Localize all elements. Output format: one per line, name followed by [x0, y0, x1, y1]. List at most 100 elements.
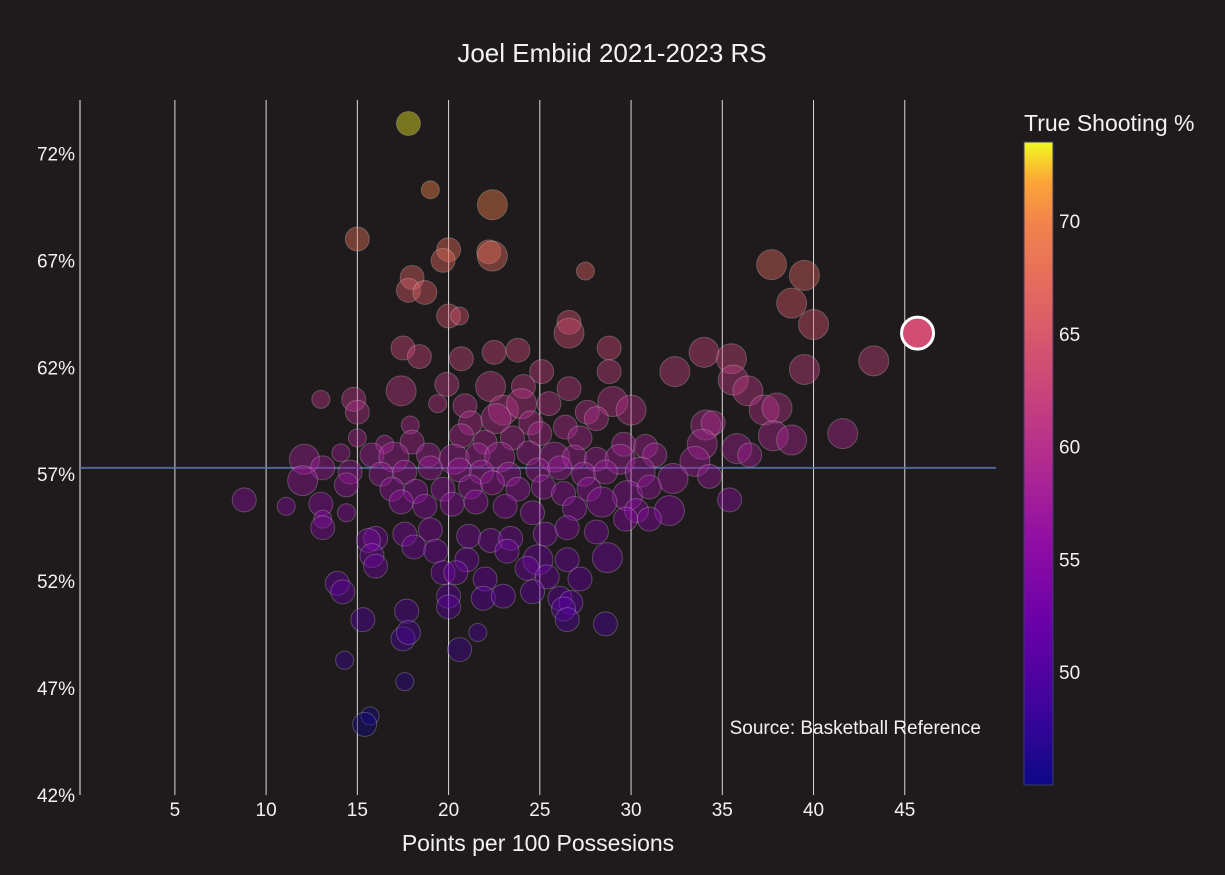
data-point: [492, 493, 518, 519]
data-point: [761, 392, 793, 424]
data-point: [360, 706, 380, 726]
data-point: [498, 525, 524, 551]
data-point: [571, 461, 597, 487]
data-point: [697, 463, 723, 489]
x-tick-label: 45: [894, 800, 915, 821]
data-point: [341, 386, 367, 412]
data-point: [532, 521, 558, 547]
data-point: [530, 474, 556, 500]
data-point: [310, 515, 336, 541]
y-tick-label: 47%: [37, 679, 75, 700]
data-point: [476, 239, 502, 265]
data-point: [611, 431, 637, 457]
data-point: [375, 434, 395, 454]
data-point: [355, 528, 381, 554]
data-point: [287, 465, 319, 497]
data-point: [700, 410, 726, 436]
colorbar: True Shooting % 50 55 60 65 70: [1023, 110, 1194, 786]
data-point: [520, 579, 546, 605]
data-point: [463, 489, 489, 515]
colorbar-tick-label: 50: [1059, 663, 1080, 684]
data-point: [313, 509, 333, 529]
data-point: [613, 506, 639, 532]
data-point: [596, 335, 622, 361]
data-point: [717, 364, 749, 396]
data-point: [567, 425, 593, 451]
data-point: [436, 594, 462, 620]
data-point: [395, 672, 415, 692]
data-point: [344, 399, 370, 425]
data-point: [475, 371, 507, 403]
data-point: [657, 463, 689, 495]
data-point: [452, 393, 478, 419]
data-point: [583, 446, 609, 472]
data-point: [352, 711, 378, 737]
data-point: [737, 442, 763, 468]
data-point: [536, 391, 562, 417]
chart-title: Joel Embiid 2021-2023 RS: [457, 38, 766, 68]
data-point: [788, 259, 820, 291]
points-layer: [231, 111, 890, 737]
data-point: [527, 421, 553, 447]
data-point: [434, 371, 460, 397]
data-point: [448, 346, 474, 372]
data-point: [401, 534, 427, 560]
x-tick-labels: 5 10 15 20 25 30 35 40 45: [170, 800, 916, 821]
x-tick-label: 10: [256, 800, 277, 821]
data-point: [363, 525, 389, 551]
data-point: [636, 474, 662, 500]
data-point: [567, 566, 593, 592]
data-point: [721, 433, 753, 465]
data-point: [450, 306, 470, 326]
data-point: [350, 607, 376, 633]
data-point: [615, 394, 647, 426]
data-point: [690, 409, 722, 441]
data-point: [858, 345, 890, 377]
data-point: [368, 461, 394, 487]
data-point: [330, 579, 356, 605]
data-point: [757, 420, 789, 452]
data-point: [827, 418, 859, 450]
data-point: [554, 515, 580, 541]
data-point: [395, 277, 421, 303]
data-point: [472, 566, 498, 592]
data-point: [538, 441, 570, 473]
data-point: [438, 443, 470, 475]
y-tick-label: 42%: [37, 786, 75, 807]
data-point: [596, 359, 622, 385]
x-tick-label: 25: [529, 800, 550, 821]
data-point: [558, 590, 584, 616]
data-point: [399, 429, 425, 455]
data-point: [470, 585, 496, 611]
data-point: [591, 542, 623, 574]
data-point: [430, 476, 456, 502]
data-point: [430, 247, 456, 273]
data-point: [420, 180, 440, 200]
data-point: [505, 476, 531, 502]
colorbar-title: True Shooting %: [1024, 110, 1194, 136]
data-point: [400, 415, 420, 435]
data-point: [556, 376, 582, 402]
data-point: [748, 394, 780, 426]
data-point: [776, 424, 808, 456]
data-point: [333, 472, 359, 498]
data-point: [423, 538, 449, 564]
data-point: [392, 521, 418, 547]
data-point: [611, 480, 643, 512]
data-point: [447, 637, 473, 663]
data-point: [324, 570, 350, 596]
x-tick-label: 15: [347, 800, 368, 821]
data-point: [551, 596, 577, 622]
data-point: [385, 375, 417, 407]
highlighted-point: [900, 315, 936, 351]
data-point: [624, 456, 656, 488]
data-point: [534, 564, 560, 590]
data-point: [505, 337, 531, 363]
data-point: [481, 339, 507, 365]
data-point: [522, 544, 554, 576]
data-point: [390, 626, 416, 652]
x-tick-label: 40: [803, 800, 824, 821]
data-point: [529, 359, 555, 385]
colorbar-tick-label: 65: [1059, 325, 1080, 346]
